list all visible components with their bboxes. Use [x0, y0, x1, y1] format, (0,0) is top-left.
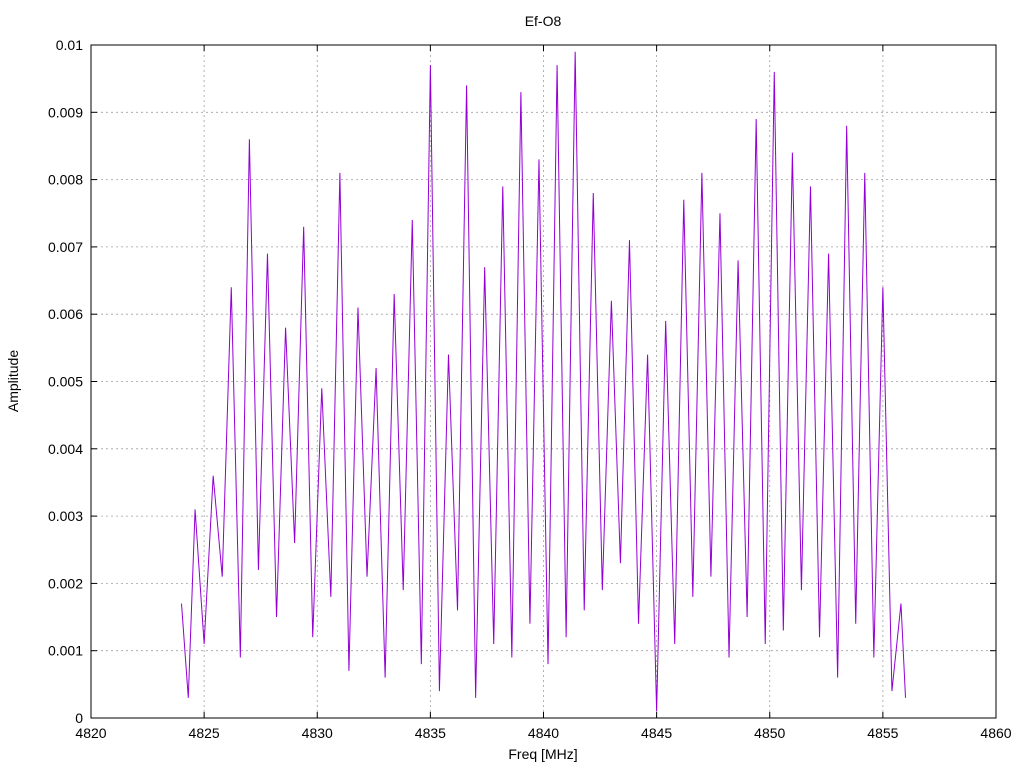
y-tick-label: 0.009 — [48, 104, 83, 120]
y-tick-label: 0.002 — [48, 575, 83, 591]
tick-labels: 4820 4825 4830 4835 4840 4845 4850 4855 4860 0 0.0… — [48, 37, 1012, 741]
y-tick-label: 0.005 — [48, 374, 83, 390]
x-tick-label: 4825 — [189, 725, 220, 741]
x-tick-label: 4845 — [641, 725, 672, 741]
x-tick-label: 4820 — [75, 725, 106, 741]
x-tick-label: 4860 — [980, 725, 1011, 741]
y-axis-label: Amplitude — [5, 350, 21, 412]
series-line-0 — [181, 51, 906, 712]
y-tick-label: 0.006 — [48, 306, 83, 322]
y-tick-label: 0.008 — [48, 172, 83, 188]
y-tick-label: 0.01 — [56, 37, 83, 53]
x-tick-label: 4830 — [302, 725, 333, 741]
x-tick-label: 4835 — [415, 725, 446, 741]
x-tick-label: 4850 — [754, 725, 785, 741]
y-tick-label: 0.004 — [48, 441, 83, 457]
x-axis-label: Freq [MHz] — [508, 746, 577, 762]
data-series — [181, 51, 906, 712]
y-tick-label: 0 — [75, 710, 83, 726]
y-tick-label: 0.007 — [48, 239, 83, 255]
chart-title: Ef-O8 — [525, 13, 562, 29]
x-tick-label: 4840 — [528, 725, 559, 741]
axis-ticks — [90, 44, 997, 719]
y-tick-label: 0.003 — [48, 508, 83, 524]
y-tick-label: 0.001 — [48, 643, 83, 659]
x-tick-label: 4855 — [867, 725, 898, 741]
